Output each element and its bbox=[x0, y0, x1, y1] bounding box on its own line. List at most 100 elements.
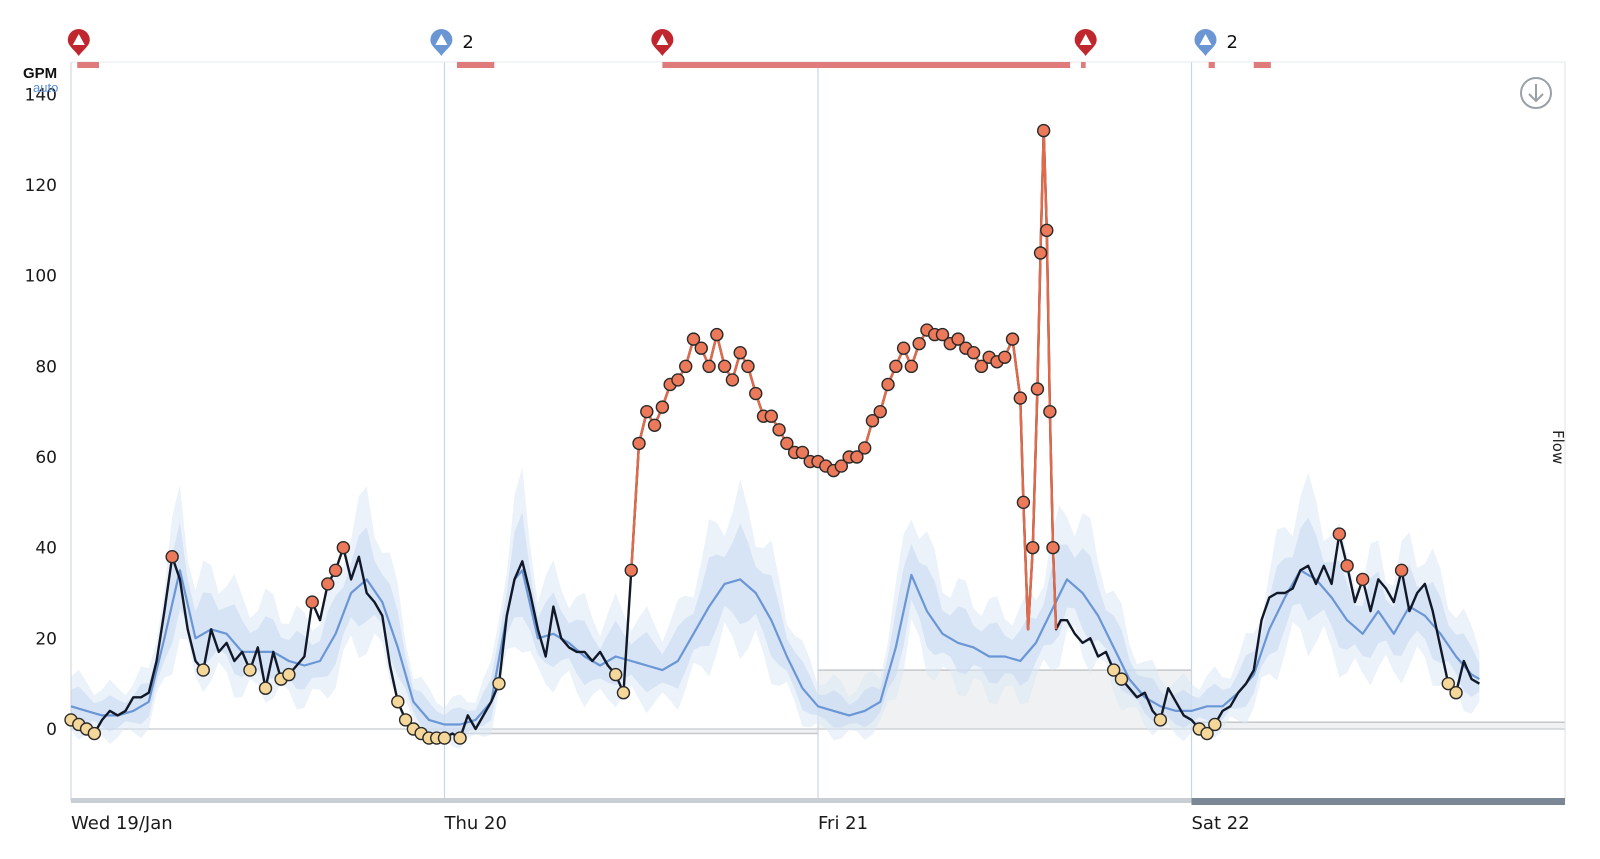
baseline-band bbox=[444, 729, 818, 734]
flow-point bbox=[1114, 672, 1129, 686]
alert-count: 2 bbox=[462, 32, 473, 53]
day-bar-segment bbox=[71, 798, 445, 803]
y-tick-label: 60 bbox=[35, 448, 57, 468]
flow-point bbox=[1013, 391, 1028, 405]
flow-point bbox=[725, 373, 740, 387]
day-bar-segment bbox=[818, 798, 1192, 803]
flow-point bbox=[328, 563, 343, 578]
flow-point bbox=[647, 418, 662, 432]
flow-point bbox=[904, 359, 919, 374]
alert-bar bbox=[1253, 62, 1271, 68]
flow-point bbox=[1355, 572, 1370, 587]
alert-bar bbox=[1208, 62, 1215, 68]
flow-point bbox=[87, 726, 102, 741]
flow-point bbox=[865, 414, 880, 428]
high-alert-marker[interactable] bbox=[67, 29, 90, 56]
flow-point bbox=[196, 663, 210, 677]
flow-point bbox=[258, 681, 273, 695]
flow-point bbox=[974, 359, 989, 374]
high-alert-marker[interactable] bbox=[1074, 29, 1097, 56]
flow-point bbox=[437, 731, 452, 745]
day-bar-segment bbox=[1191, 798, 1565, 805]
flow-point bbox=[1016, 495, 1031, 510]
alert-bar bbox=[662, 62, 1071, 68]
high-alert-marker[interactable] bbox=[651, 29, 674, 56]
y-tick-label: 40 bbox=[35, 539, 57, 559]
flow-point bbox=[702, 359, 716, 374]
flow-point bbox=[966, 346, 981, 360]
flow-point bbox=[694, 341, 708, 355]
flow-point bbox=[640, 404, 654, 419]
flow-point bbox=[398, 713, 413, 727]
y-tick-label: 0 bbox=[46, 720, 57, 740]
triangle-up-icon bbox=[656, 34, 669, 45]
flow-point bbox=[632, 436, 646, 451]
day-label: Wed 19/Jan bbox=[71, 813, 173, 834]
flow-point bbox=[717, 359, 732, 374]
alert-bar bbox=[1081, 62, 1086, 68]
day-bar-segment bbox=[444, 798, 818, 803]
flow-point bbox=[780, 436, 794, 451]
flow-point bbox=[1026, 540, 1040, 555]
flow-point bbox=[1030, 382, 1045, 396]
flow-point bbox=[1153, 713, 1168, 727]
points-layer bbox=[64, 123, 1463, 745]
flow-point bbox=[1106, 663, 1121, 677]
day-label: Fri 21 bbox=[818, 813, 868, 834]
triangle-up-icon bbox=[1199, 34, 1212, 45]
flow-point bbox=[321, 577, 335, 591]
flow-point bbox=[305, 595, 319, 609]
low-alert-marker[interactable]: 2 bbox=[1194, 29, 1238, 56]
flow-point bbox=[1036, 123, 1051, 138]
flow-point bbox=[834, 459, 849, 473]
flow-point bbox=[1332, 527, 1347, 541]
flow-point bbox=[1043, 404, 1057, 419]
flow-point bbox=[1208, 717, 1222, 732]
day-divider-layer bbox=[443, 62, 1193, 801]
flow-point bbox=[795, 445, 810, 460]
y-tick-label: 80 bbox=[35, 357, 57, 377]
flow-point bbox=[889, 359, 903, 374]
download-circle-icon bbox=[1520, 77, 1552, 109]
triangle-up-icon bbox=[72, 34, 85, 45]
flow-point bbox=[336, 540, 351, 555]
flow-point bbox=[749, 386, 763, 401]
download-button[interactable] bbox=[1520, 77, 1552, 109]
flow-point bbox=[1200, 726, 1214, 741]
flow-point bbox=[655, 400, 670, 414]
flow-point bbox=[850, 450, 864, 464]
alert-count: 2 bbox=[1227, 32, 1238, 53]
flow-point bbox=[616, 686, 631, 700]
flow-point bbox=[1005, 332, 1020, 346]
low-alert-marker[interactable]: 2 bbox=[430, 29, 474, 56]
expected-range-layer bbox=[71, 467, 1480, 749]
flow-point bbox=[679, 359, 693, 374]
flow-point bbox=[1449, 686, 1463, 700]
alert-bar bbox=[456, 62, 495, 68]
flow-point bbox=[671, 373, 685, 387]
flow-point bbox=[1046, 540, 1060, 555]
flow-point bbox=[881, 377, 895, 392]
y-ticks-layer: 0 20 40 60 80 100 120 140 bbox=[25, 85, 57, 740]
flow-point bbox=[873, 404, 887, 419]
flow-point bbox=[772, 423, 786, 437]
flow-point bbox=[1441, 676, 1455, 691]
flow-point bbox=[1394, 563, 1409, 578]
y-axis-unit-label: GPM bbox=[23, 65, 57, 82]
y-axis-mode-label[interactable]: auto bbox=[33, 80, 58, 95]
alert-bar bbox=[77, 62, 100, 68]
flow-point bbox=[912, 336, 926, 351]
triangle-up-icon bbox=[435, 34, 448, 45]
flow-point bbox=[686, 332, 701, 346]
baseline-band bbox=[1191, 722, 1565, 729]
flow-point bbox=[1340, 559, 1354, 573]
flow-point bbox=[1033, 246, 1048, 260]
flow-point bbox=[391, 695, 405, 709]
day-label: Thu 20 bbox=[444, 813, 507, 834]
y-tick-label: 20 bbox=[35, 629, 57, 649]
flow-point bbox=[764, 409, 779, 423]
triangle-up-icon bbox=[1079, 34, 1092, 45]
y-tick-label: 140 bbox=[25, 85, 57, 105]
